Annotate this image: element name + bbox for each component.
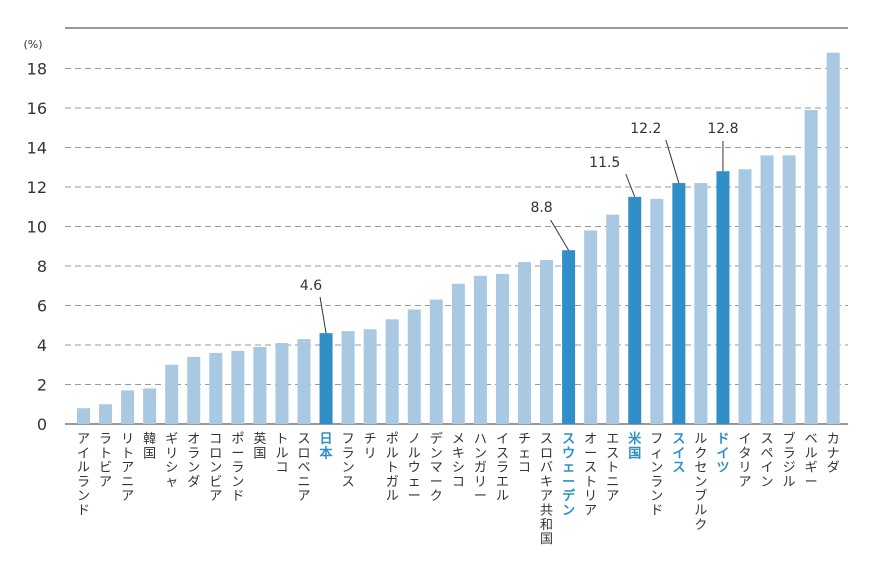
bar [429,299,443,424]
bar [628,196,642,424]
bar [187,356,201,424]
leader-line [319,296,327,334]
bar [253,346,267,424]
bar [319,333,333,424]
bars [77,52,840,424]
bar [341,331,355,424]
bar [606,214,620,424]
y-tick-label: 0 [37,415,47,434]
x-tick-label: カナダ [827,432,840,476]
y-tick-label: 12 [27,178,47,197]
bar [495,273,509,424]
bar [650,198,664,424]
bar [275,343,289,424]
bar [738,169,752,424]
y-tick-label: 14 [27,139,47,158]
x-tick-label: ラトビア [99,432,112,490]
x-tick-label: スウェーデン [562,432,576,519]
bar [209,352,223,424]
data-label: 4.6 [300,278,322,294]
x-tick-label: アイルランド [77,432,90,519]
bar [672,183,686,424]
bar [804,109,818,424]
y-tick-label: 4 [37,336,47,355]
x-tick-label: 英国 [253,432,266,461]
y-tick-label: 8 [37,257,47,276]
bar [451,283,465,424]
y-tick-label: 18 [27,60,47,79]
y-axis: (%) 0 2 4 6 8 10 12 14 16 18 [23,38,47,434]
x-tick-label: ブラジル [783,431,796,490]
leader-line [550,219,570,251]
x-tick-label: ポーランド [231,432,244,504]
y-tick-label: 16 [27,99,47,118]
bar [121,390,135,424]
x-tick-label: フランス [342,432,355,490]
x-tick-label: ドイツ [716,432,729,476]
x-tick-label: リトアニア [121,432,134,504]
x-tick-label: ギリシャ [165,432,178,490]
x-tick-label: スロバキア共和国 [540,432,553,547]
x-tick-label: フィンランド [650,432,663,519]
bar [407,309,421,424]
bar [716,171,730,424]
x-tick-label: エストニア [606,432,619,504]
x-tick-label: スイス [672,432,685,476]
bar [231,350,245,424]
x-tick-label: ハンガリー [474,432,487,504]
y-tick-label: 10 [27,218,47,237]
bar [760,155,774,424]
x-tick-label: 日本 [320,432,333,461]
annotations: 4.6 8.8 11.5 12.2 12.8 [300,121,739,334]
data-label: 12.8 [707,121,738,137]
bar [143,388,157,424]
bar [165,364,179,424]
bar [782,155,796,424]
x-tick-label: オーストリア [584,432,597,519]
x-tick-label: ルクセンブルク [694,432,707,533]
x-tick-label: オランダ [187,432,200,490]
bar [297,339,311,424]
x-tick-label: チリ [364,432,377,461]
x-tick-label: コロンビア [209,432,222,504]
x-tick-label: メキシコ [452,432,465,490]
bar [540,260,554,424]
x-tick-label: スペイン [761,432,774,490]
bar [694,183,708,424]
bar [562,250,576,424]
x-tick-label: イスラエル [496,432,509,504]
x-tick-label: デンマーク [430,431,443,504]
x-tick-label: 米国 [628,431,642,461]
bar [77,408,90,424]
x-tick-label: 韓国 [143,432,156,461]
bar [473,275,487,424]
x-tick-label: ベルギー [805,432,818,490]
x-tick-label: ノルウェー [408,432,421,504]
y-tick-label: 2 [37,376,47,395]
bar [99,404,113,424]
x-tick-label: ポルトガル [386,432,399,504]
x-tick-label: スロベニア [297,432,310,504]
leader-line [625,173,636,198]
x-tick-label: トルコ [275,432,288,476]
data-label: 12.2 [630,121,661,137]
bar [363,329,377,424]
leader-line [665,139,680,184]
bar [584,230,598,424]
data-label: 8.8 [530,200,552,216]
bar [826,52,840,424]
y-tick-label: 6 [37,297,47,316]
x-tick-label: イタリア [738,432,751,490]
bar [385,319,399,424]
data-label: 11.5 [589,155,620,171]
bar [518,262,531,424]
category-labels: アイルランドラトビアリトアニア韓国ギリシャオランダコロンビアポーランド英国トルコ… [77,431,840,547]
y-unit-label: (%) [23,38,42,51]
x-tick-label: チェコ [518,432,531,476]
